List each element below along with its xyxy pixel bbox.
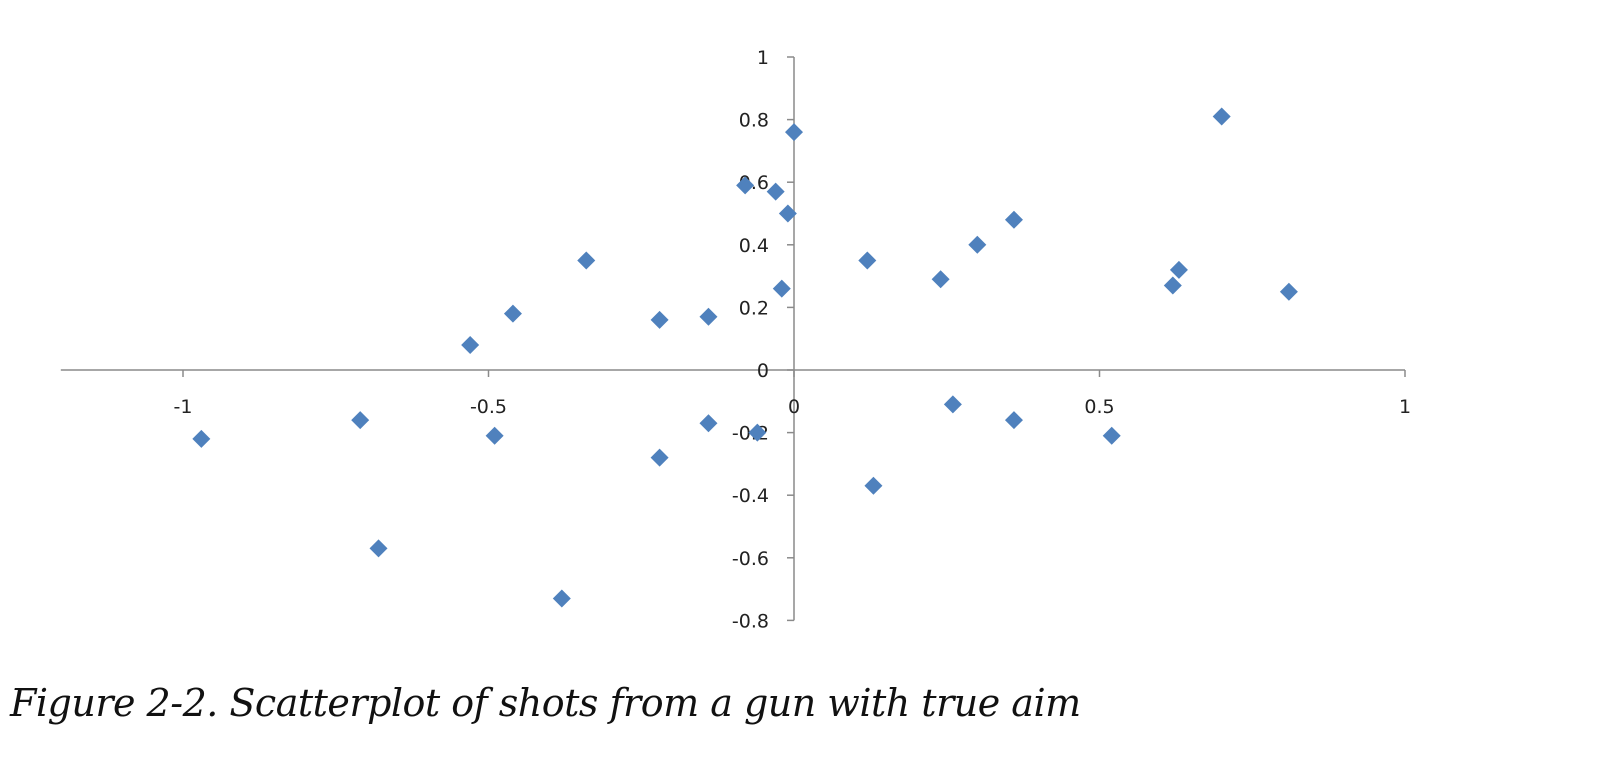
data-point <box>577 251 596 270</box>
data-point <box>485 426 504 445</box>
data-point <box>503 304 522 323</box>
data-point <box>772 279 791 298</box>
data-point <box>736 176 755 195</box>
y-tick-label: 0.4 <box>739 235 769 257</box>
data-point <box>778 204 797 223</box>
data-point <box>1102 426 1121 445</box>
data-point <box>1004 411 1023 430</box>
data-point <box>351 411 370 430</box>
data-point <box>650 448 669 467</box>
y-tick-label: -0.4 <box>732 485 769 507</box>
x-tick-label: -1 <box>174 396 193 418</box>
chart-tick-labels: -1-0.500.5110.80.60.40.20-0.2-0.4-0.6-0.… <box>174 47 1412 632</box>
y-tick-label: 0.8 <box>739 110 769 132</box>
x-tick-label: 0 <box>788 396 800 418</box>
x-tick-label: 1 <box>1399 396 1411 418</box>
figure-caption: Figure 2-2. Scatterplot of shots from a … <box>10 681 1081 725</box>
y-tick-label: 0.2 <box>739 297 769 319</box>
x-tick-label: -0.5 <box>470 396 507 418</box>
data-point <box>766 182 785 201</box>
data-point <box>1169 260 1188 279</box>
x-tick-label: 0.5 <box>1084 396 1114 418</box>
data-point <box>552 589 571 608</box>
chart-points <box>192 107 1298 608</box>
y-tick-label: -0.6 <box>732 548 769 570</box>
data-point <box>1004 210 1023 229</box>
y-tick-label: 1 <box>757 47 769 69</box>
data-point <box>192 429 211 448</box>
data-point <box>943 395 962 414</box>
data-point <box>931 270 950 289</box>
y-tick-label: -0.8 <box>732 610 769 632</box>
data-point <box>369 539 388 558</box>
data-point <box>1212 107 1231 126</box>
data-point <box>699 307 718 326</box>
chart-axes <box>60 56 1406 622</box>
data-point <box>968 235 987 254</box>
data-point <box>748 423 767 442</box>
data-point <box>461 335 480 354</box>
data-point <box>785 123 803 142</box>
data-point <box>1279 282 1298 301</box>
data-point <box>858 251 877 270</box>
data-point <box>1163 276 1182 295</box>
data-point <box>650 310 669 329</box>
y-tick-label: 0 <box>757 360 769 382</box>
data-point <box>864 476 883 495</box>
data-point <box>699 414 718 433</box>
